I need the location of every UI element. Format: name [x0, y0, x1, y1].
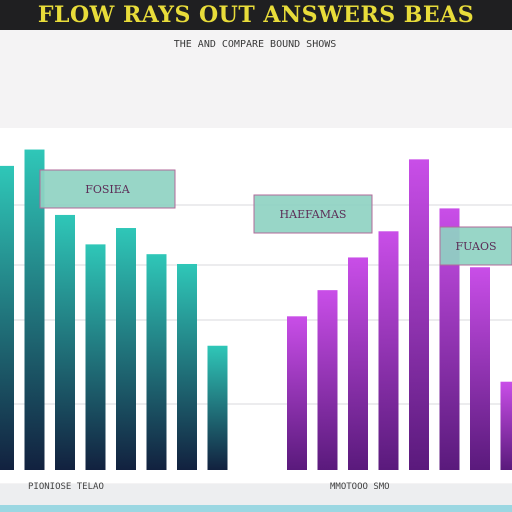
bar-purple-2 [317, 290, 338, 470]
annotation-text: HAEFAMAS [280, 208, 347, 221]
chart-subtitle: THE AND COMPARE BOUND SHOWS [173, 39, 337, 50]
bars [0, 149, 512, 471]
bar-purple-3 [348, 257, 368, 470]
category-label: MMOTOOO SMO [330, 482, 390, 492]
bar-purple-7 [470, 267, 490, 470]
title-band [0, 0, 512, 30]
bar-purple-8 [500, 381, 512, 470]
annotation-text: FUAOS [455, 240, 496, 253]
bar-teal-4 [85, 244, 106, 470]
annotation-box [439, 226, 512, 266]
annotation-text: FOSIEA [85, 183, 131, 196]
bar-teal-1 [0, 165, 14, 470]
annotation-box [253, 194, 373, 234]
footer-strip [0, 505, 512, 512]
bar-teal-3 [55, 214, 75, 470]
bar-teal-7 [177, 263, 197, 470]
callouts: FOSIEA HAEFAMAS FUAOS [39, 169, 512, 266]
category-label: PIONIOSE TELAO [28, 482, 104, 492]
bar-teal-5 [116, 228, 136, 470]
bar-purple-1 [287, 316, 307, 470]
bar-purple-6 [439, 208, 460, 470]
chart-title: FLOW RAYS OUT ANSWERS BEAS [37, 2, 475, 28]
bar-teal-6 [146, 254, 167, 470]
bar-purple-4 [378, 231, 399, 470]
bar-purple-5 [409, 159, 429, 470]
category-labels: PIONIOSE TELAO MMOTOOO SMO [28, 482, 390, 492]
bar-teal-2 [24, 149, 45, 471]
annotation-box [39, 169, 176, 209]
bar-teal-8 [207, 345, 228, 470]
gridlines [0, 204, 512, 405]
